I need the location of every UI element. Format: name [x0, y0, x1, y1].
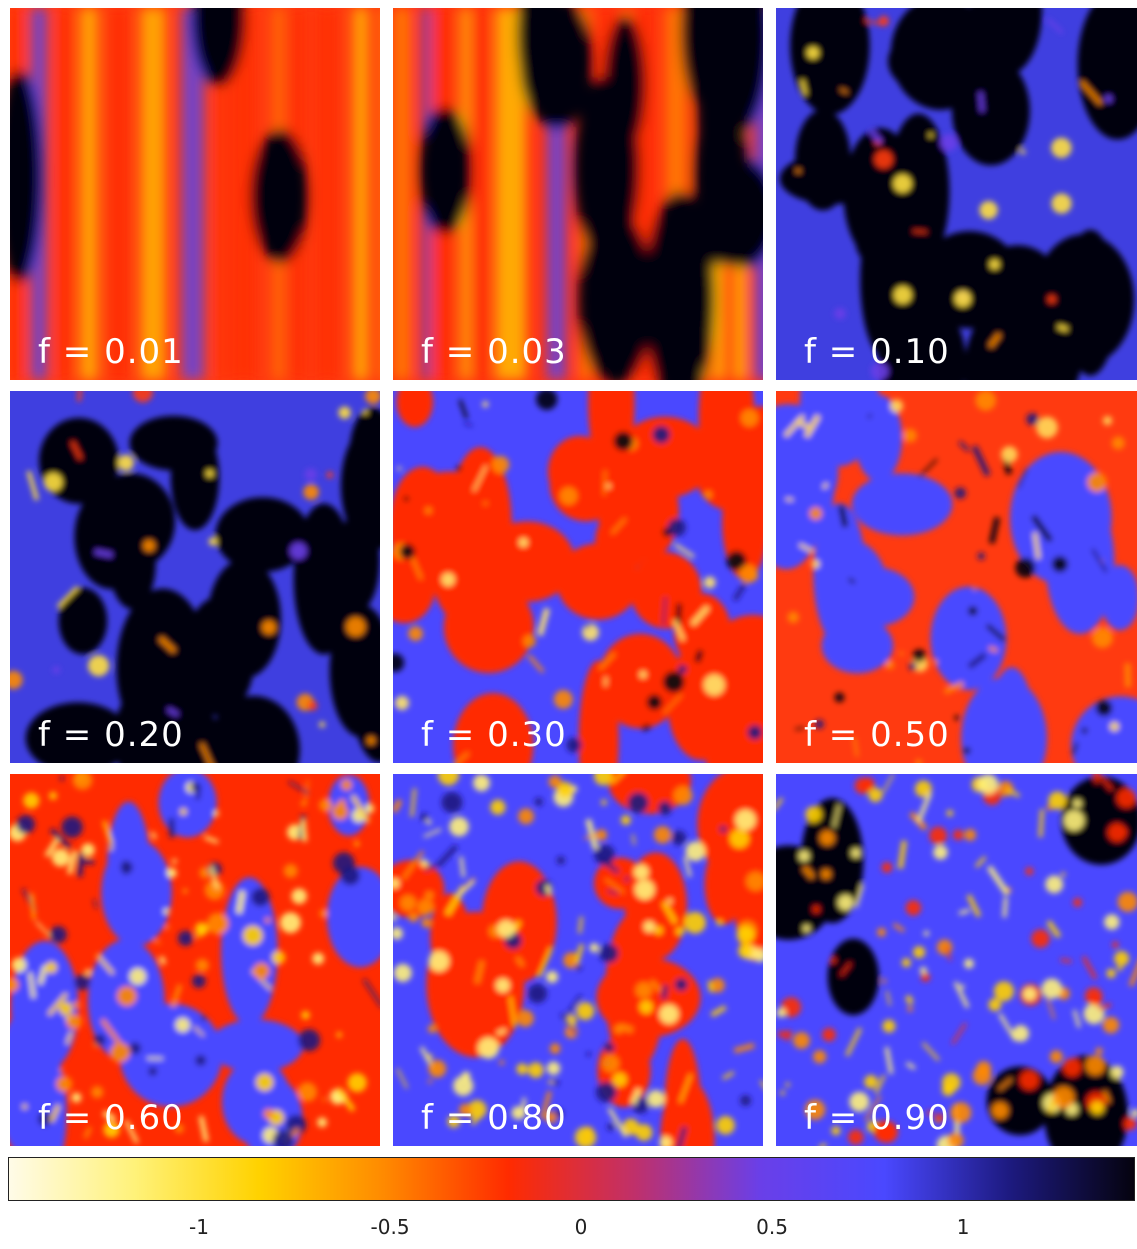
panel-label: f = 0.03 — [421, 332, 567, 372]
field-map — [776, 8, 1137, 380]
panel-f---0-80: f = 0.80 — [393, 774, 763, 1146]
panel-f---0-01: f = 0.01 — [10, 8, 380, 380]
field-map — [776, 774, 1137, 1146]
panel-label: f = 0.20 — [38, 715, 184, 755]
panel-label: f = 0.80 — [421, 1098, 567, 1138]
panel-label: f = 0.60 — [38, 1098, 184, 1138]
field-map — [10, 774, 380, 1146]
colorbar-tick-label: -1 — [189, 1215, 209, 1239]
field-map — [10, 8, 380, 380]
panel-label: f = 0.90 — [804, 1098, 950, 1138]
field-map — [393, 8, 763, 380]
panel-f---0-20: f = 0.20 — [10, 391, 380, 763]
panel-f---0-10: f = 0.10 — [776, 8, 1137, 380]
panel-f---0-50: f = 0.50 — [776, 391, 1137, 763]
field-map — [393, 391, 763, 763]
colorbar — [8, 1157, 1135, 1201]
field-map — [776, 391, 1137, 763]
panel-grid: f = 0.01 f = 0.03 f = 0.10 f = 0.20 f = 0.30… — [10, 8, 1137, 1148]
colorbar-tick-label: -0.5 — [370, 1215, 410, 1239]
panel-f---0-60: f = 0.60 — [10, 774, 380, 1146]
panel-label: f = 0.50 — [804, 715, 950, 755]
panel-label: f = 0.01 — [38, 332, 184, 372]
panel-f---0-90: f = 0.90 — [776, 774, 1137, 1146]
field-map — [10, 391, 380, 763]
colorbar-ticks: -1 -0.5 0 0.5 1 — [8, 1215, 1135, 1245]
panel-f---0-30: f = 0.30 — [393, 391, 763, 763]
panel-label: f = 0.10 — [804, 332, 950, 372]
panel-label: f = 0.30 — [421, 715, 567, 755]
colorbar-tick-label: 1 — [956, 1215, 970, 1239]
colorbar-tick-label: 0 — [574, 1215, 588, 1239]
panel-f---0-03: f = 0.03 — [393, 8, 763, 380]
field-map — [393, 774, 763, 1146]
colorbar-tick-label: 0.5 — [756, 1215, 788, 1239]
